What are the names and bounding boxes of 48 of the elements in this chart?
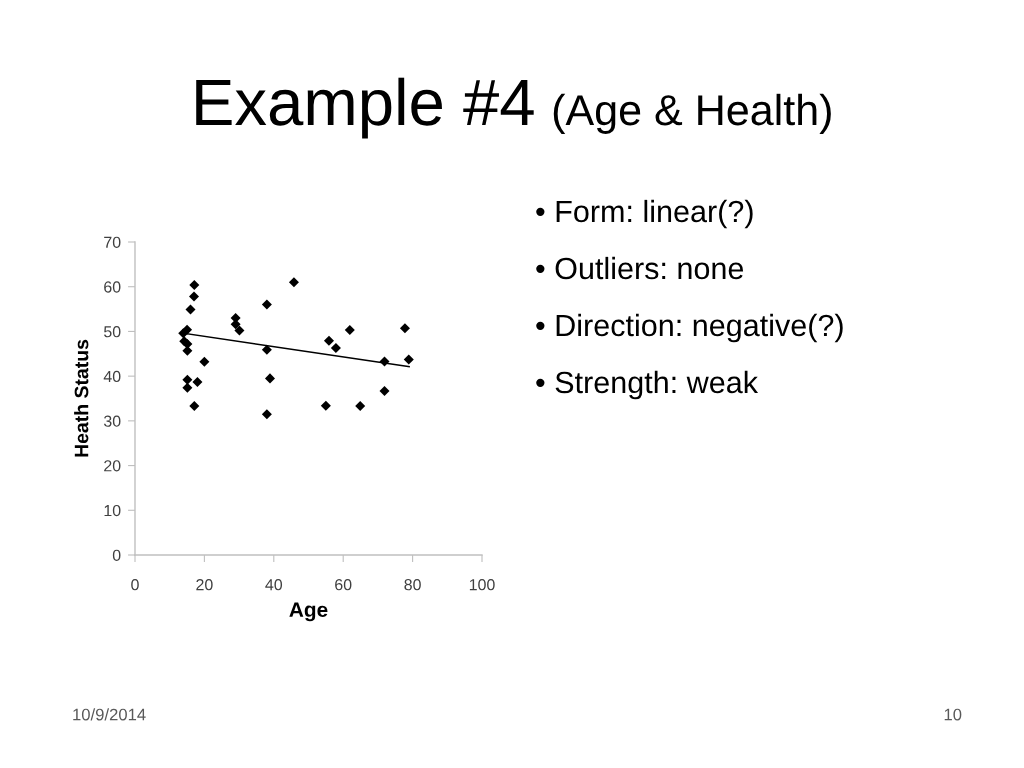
chart-title: Example #4 bbox=[196, 77, 534, 139]
x-tick-label: 100 bbox=[469, 579, 495, 591]
point bbox=[185, 304, 196, 315]
point bbox=[261, 409, 272, 420]
point bbox=[234, 325, 245, 336]
point bbox=[288, 277, 299, 288]
point bbox=[189, 279, 200, 290]
point bbox=[199, 356, 210, 367]
point bbox=[188, 291, 199, 302]
y-axis-title: Heath Status bbox=[74, 339, 89, 457]
text: • Strength: weak bbox=[536, 370, 759, 400]
x-tick-label: 60 bbox=[335, 579, 352, 591]
y-tick-label: 50 bbox=[103, 326, 121, 338]
point bbox=[182, 374, 193, 385]
text: • Direction: negative(?) bbox=[536, 313, 843, 343]
y-tick-label: 60 bbox=[104, 281, 121, 293]
point bbox=[344, 325, 355, 336]
text: 10 bbox=[944, 708, 962, 721]
point bbox=[399, 323, 410, 334]
x-axis-title: Age bbox=[289, 602, 328, 622]
x-tick-label: 0 bbox=[131, 579, 139, 591]
point bbox=[379, 356, 390, 367]
text: (Age & Health) bbox=[553, 93, 831, 134]
point bbox=[261, 344, 272, 355]
x-tick-label: 40 bbox=[265, 579, 283, 591]
point bbox=[320, 400, 331, 411]
x-tick-label: 80 bbox=[404, 579, 421, 591]
y-tick-label: 20 bbox=[104, 460, 121, 472]
point bbox=[189, 401, 200, 412]
point bbox=[379, 385, 390, 396]
point bbox=[403, 354, 414, 365]
y-tick-label: 30 bbox=[103, 415, 121, 427]
point bbox=[323, 335, 334, 346]
point bbox=[182, 382, 193, 393]
text: • Form: linear(?) bbox=[536, 199, 753, 229]
text: 10/9/2014 bbox=[73, 708, 146, 721]
point bbox=[330, 342, 341, 353]
point bbox=[264, 373, 275, 384]
point bbox=[192, 376, 203, 387]
text: • Outliers: none bbox=[536, 256, 744, 280]
y-tick-label: 40 bbox=[103, 370, 121, 383]
y-tick-label: 0 bbox=[112, 549, 121, 561]
point bbox=[355, 401, 366, 412]
y-tick-label: 10 bbox=[104, 504, 121, 517]
point bbox=[178, 328, 189, 339]
point bbox=[261, 299, 272, 310]
x-tick-label: 20 bbox=[196, 579, 213, 591]
y-tick-label: 70 bbox=[104, 236, 121, 248]
